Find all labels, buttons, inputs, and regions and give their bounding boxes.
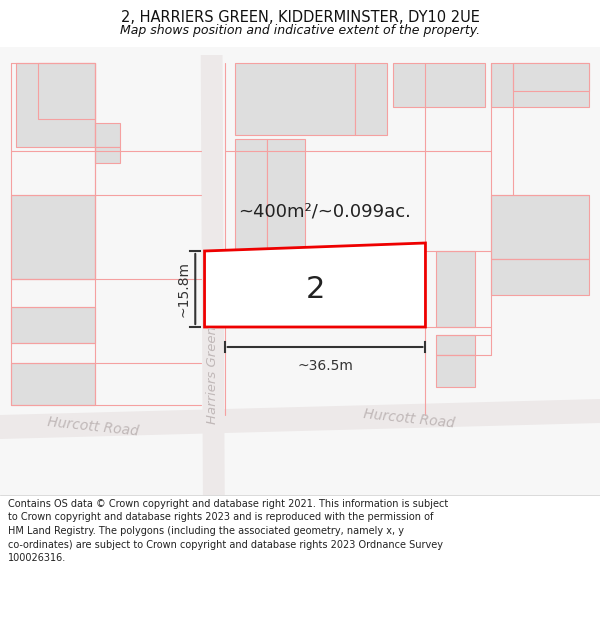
Polygon shape [95,147,120,163]
Text: Hurcott Road: Hurcott Road [46,415,139,439]
Text: Harriers Green: Harriers Green [206,326,219,424]
Polygon shape [267,139,305,251]
Polygon shape [436,335,475,355]
Text: Contains OS data © Crown copyright and database right 2021. This information is : Contains OS data © Crown copyright and d… [8,499,448,563]
Polygon shape [16,63,95,147]
Polygon shape [513,63,589,91]
Text: ~400m²/~0.099ac.: ~400m²/~0.099ac. [238,202,411,220]
Polygon shape [436,355,475,387]
Polygon shape [38,63,95,119]
Text: 2, HARRIERS GREEN, KIDDERMINSTER, DY10 2UE: 2, HARRIERS GREEN, KIDDERMINSTER, DY10 2… [121,11,479,26]
Polygon shape [11,195,95,279]
Polygon shape [491,259,589,295]
Polygon shape [11,363,95,405]
Polygon shape [201,55,225,495]
Polygon shape [491,63,589,107]
Text: ~15.8m: ~15.8m [176,261,190,317]
Text: Hurcott Road: Hurcott Road [363,408,455,431]
Polygon shape [205,243,425,327]
Polygon shape [355,63,387,135]
Polygon shape [0,399,600,439]
Polygon shape [11,307,95,343]
Polygon shape [205,251,225,327]
Polygon shape [95,123,120,147]
Polygon shape [393,63,485,107]
Polygon shape [491,195,589,259]
Text: ~36.5m: ~36.5m [297,359,353,373]
Polygon shape [235,139,267,251]
Text: 2: 2 [305,274,325,304]
Polygon shape [235,63,355,135]
Text: Map shows position and indicative extent of the property.: Map shows position and indicative extent… [120,24,480,37]
Polygon shape [436,251,475,327]
